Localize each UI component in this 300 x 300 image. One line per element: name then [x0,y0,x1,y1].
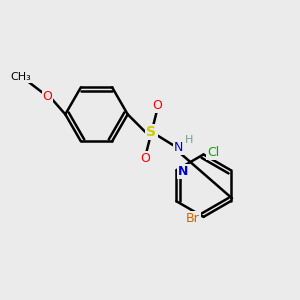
Text: O: O [152,99,162,112]
Text: N: N [178,165,188,178]
Text: CH₃: CH₃ [10,72,31,82]
Text: S: S [146,125,157,139]
Text: H: H [185,136,194,146]
Text: O: O [43,90,52,103]
Text: Br: Br [186,212,200,225]
Text: N: N [173,140,183,154]
Text: O: O [141,152,151,165]
Text: Cl: Cl [207,146,219,160]
